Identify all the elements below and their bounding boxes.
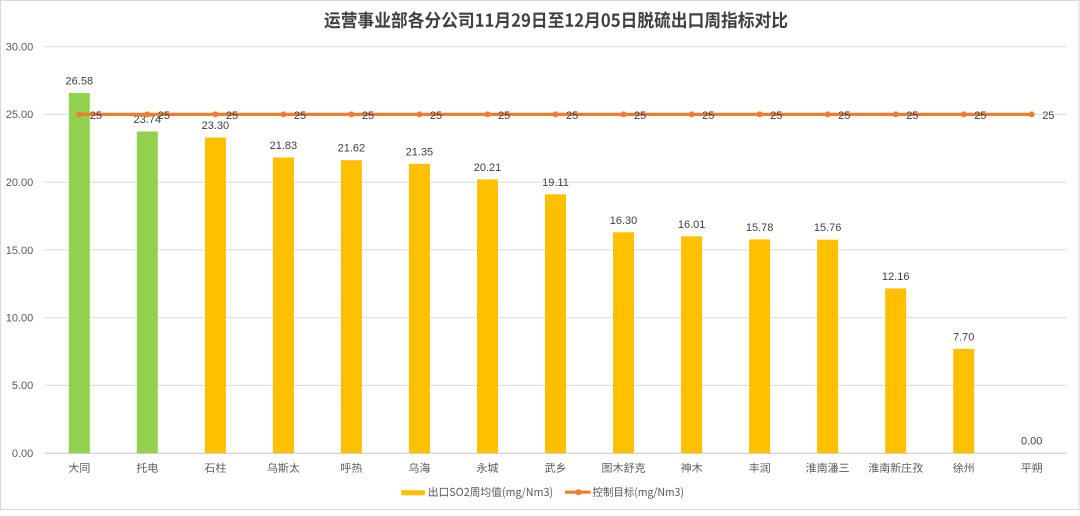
svg-text:19.11: 19.11 <box>542 177 569 189</box>
svg-text:30.00: 30.00 <box>6 42 34 54</box>
svg-text:16.01: 16.01 <box>678 219 706 231</box>
svg-text:25: 25 <box>362 110 374 122</box>
svg-text:25: 25 <box>838 110 850 122</box>
svg-text:25: 25 <box>634 110 646 122</box>
svg-text:0.00: 0.00 <box>1021 436 1042 448</box>
svg-text:15.76: 15.76 <box>814 222 842 234</box>
svg-text:25: 25 <box>1042 110 1054 122</box>
svg-text:12.16: 12.16 <box>882 271 910 283</box>
svg-text:23.30: 23.30 <box>202 120 230 132</box>
svg-text:25.00: 25.00 <box>6 109 34 121</box>
svg-text:5.00: 5.00 <box>12 380 33 392</box>
svg-text:25: 25 <box>974 110 986 122</box>
svg-text:26.58: 26.58 <box>66 76 94 88</box>
svg-text:0.00: 0.00 <box>12 448 33 460</box>
svg-text:21.35: 21.35 <box>406 146 434 158</box>
svg-text:15.00: 15.00 <box>6 245 34 257</box>
svg-text:21.62: 21.62 <box>338 143 366 155</box>
svg-text:25: 25 <box>566 110 578 122</box>
svg-text:7.70: 7.70 <box>953 331 974 343</box>
svg-text:25: 25 <box>906 110 918 122</box>
svg-text:20.21: 20.21 <box>474 162 502 174</box>
svg-text:25: 25 <box>702 110 714 122</box>
svg-text:16.30: 16.30 <box>610 215 638 227</box>
svg-text:21.83: 21.83 <box>270 140 298 152</box>
svg-text:15.78: 15.78 <box>746 222 774 234</box>
svg-text:25: 25 <box>430 110 442 122</box>
svg-text:25: 25 <box>90 110 102 122</box>
svg-text:25: 25 <box>158 110 170 122</box>
svg-text:10.00: 10.00 <box>6 313 34 325</box>
svg-text:20.00: 20.00 <box>6 177 34 189</box>
svg-text:25: 25 <box>226 110 238 122</box>
svg-text:23.74: 23.74 <box>134 114 162 126</box>
svg-text:25: 25 <box>770 110 782 122</box>
svg-text:25: 25 <box>498 110 510 122</box>
svg-text:25: 25 <box>294 110 306 122</box>
